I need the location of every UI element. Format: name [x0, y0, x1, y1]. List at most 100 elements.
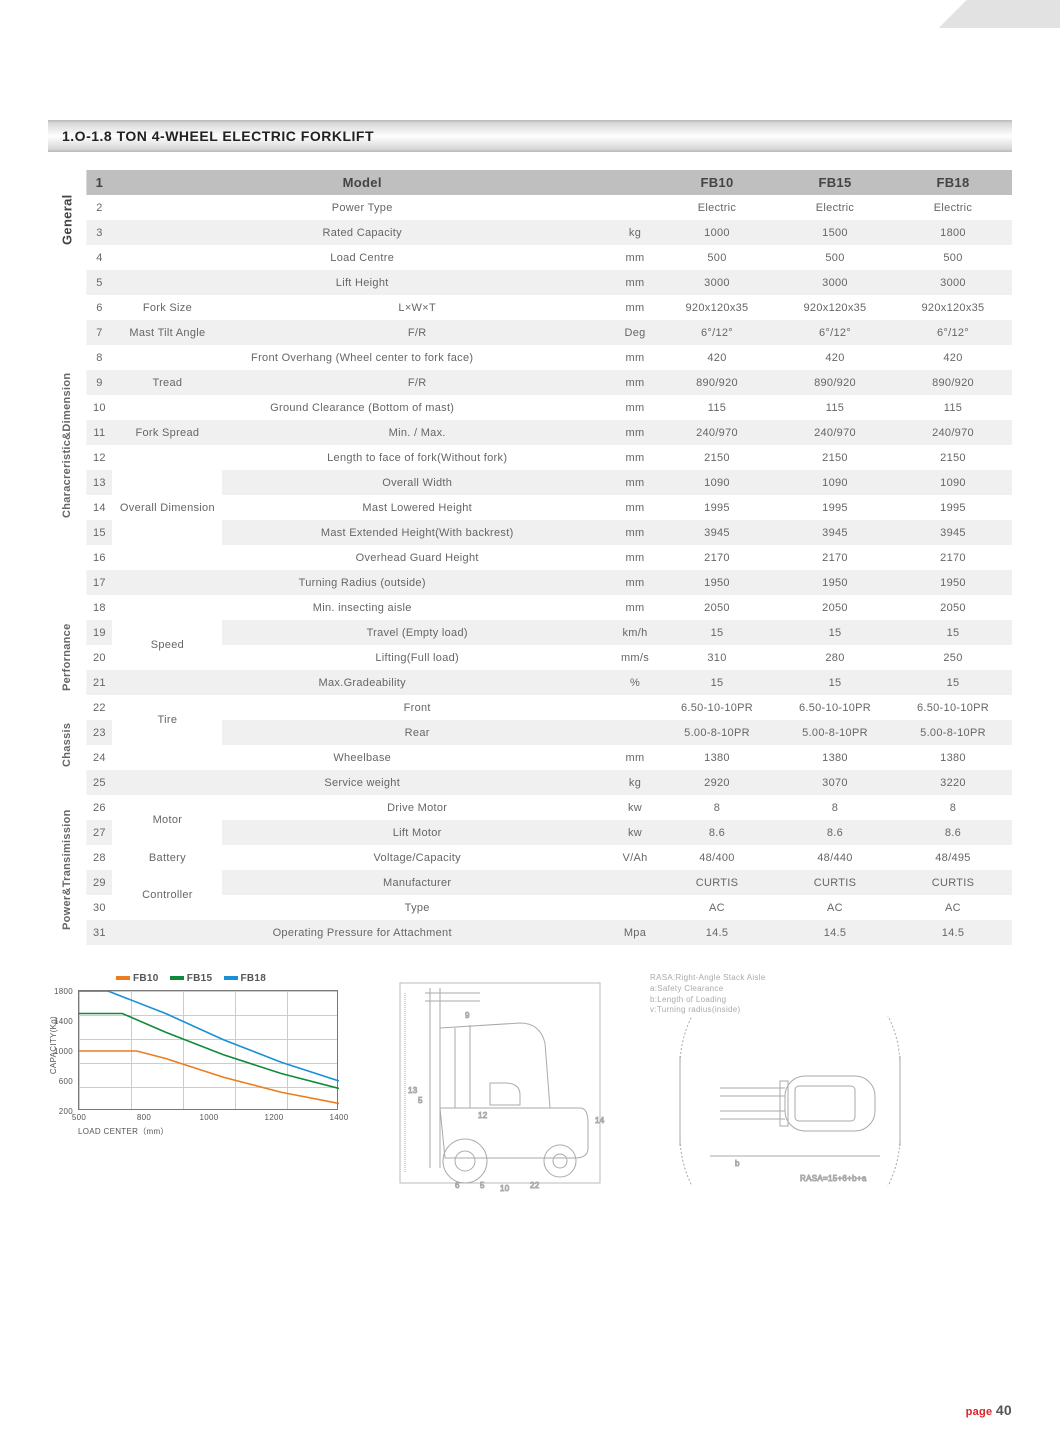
- svg-text:9: 9: [465, 1011, 470, 1020]
- svg-text:10: 10: [500, 1184, 510, 1193]
- val: 5.00-8-10PR: [776, 720, 894, 745]
- unit: mm: [612, 470, 658, 495]
- row-num: 31: [86, 920, 112, 945]
- row-num: 24: [86, 745, 112, 770]
- legend-label: FB18: [241, 973, 267, 984]
- section-perf: Perfornance: [48, 620, 86, 695]
- val: 1950: [776, 570, 894, 595]
- header-row: General 1 Model FB10 FB15 FB18: [48, 170, 1012, 195]
- val: CURTIS: [776, 870, 894, 895]
- unit: kg: [612, 770, 658, 795]
- val: 2170: [776, 545, 894, 570]
- row-num: 26: [86, 795, 112, 820]
- val: 3945: [894, 520, 1012, 545]
- val: 1995: [894, 495, 1012, 520]
- row-num: 8: [86, 345, 112, 370]
- val: 240/970: [776, 420, 894, 445]
- svg-text:5: 5: [480, 1181, 485, 1190]
- val: AC: [894, 895, 1012, 920]
- val: 1000: [658, 220, 776, 245]
- row-num: 28: [86, 845, 112, 870]
- note-line: RASA:Right-Angle Stack Aisle: [650, 973, 920, 984]
- row-num: 30: [86, 895, 112, 920]
- row-num: 25: [86, 770, 112, 795]
- chart-svg: [79, 991, 339, 1111]
- unit: [612, 895, 658, 920]
- svg-text:22: 22: [530, 1181, 540, 1190]
- row-num: 19: [86, 620, 112, 645]
- legend-label: FB15: [187, 973, 213, 984]
- unit: kw: [612, 795, 658, 820]
- spec-label: F/R: [222, 320, 612, 345]
- spec-label: Front: [222, 695, 612, 720]
- spec-label: Lift Motor: [222, 820, 612, 845]
- row-num: 23: [86, 720, 112, 745]
- val: 15: [776, 620, 894, 645]
- val: 310: [658, 645, 776, 670]
- spec-label: Voltage/Capacity: [222, 845, 612, 870]
- val: 2150: [776, 445, 894, 470]
- val: CURTIS: [894, 870, 1012, 895]
- spec-label: Load Centre: [112, 245, 612, 270]
- sublabel-overall-dimension: Overall Dimension: [112, 445, 222, 570]
- spec-label: F/R: [222, 370, 612, 395]
- col-unit: [612, 170, 658, 195]
- spec-label: Min. / Max.: [222, 420, 612, 445]
- val: 5.00-8-10PR: [658, 720, 776, 745]
- spec-label: Lift Height: [112, 270, 612, 295]
- spec-label: Max.Gradeability: [112, 670, 612, 695]
- row-num: 6: [86, 295, 112, 320]
- sublabel-speed: Speed: [112, 620, 222, 670]
- val: 500: [776, 245, 894, 270]
- page-label: page: [966, 1406, 993, 1418]
- unit: Deg: [612, 320, 658, 345]
- forklift-diagrams: 13 5 12 14 6 5 22 10 9 RASA:Right-Angle …: [370, 973, 1012, 1193]
- sublabel: Fork Spread: [112, 420, 222, 445]
- val: 1090: [658, 470, 776, 495]
- row-num: 10: [86, 395, 112, 420]
- spec-label: Drive Motor: [222, 795, 612, 820]
- val: 3945: [658, 520, 776, 545]
- svg-text:b: b: [735, 1159, 740, 1168]
- unit: mm: [612, 420, 658, 445]
- val: 3000: [776, 270, 894, 295]
- unit: [612, 695, 658, 720]
- unit: mm: [612, 520, 658, 545]
- val: 1500: [776, 220, 894, 245]
- unit: mm: [612, 345, 658, 370]
- spec-label: Travel (Empty load): [222, 620, 612, 645]
- val: 8.6: [894, 820, 1012, 845]
- svg-text:14: 14: [595, 1116, 605, 1125]
- page: 1.O-1.8 TON 4-WHEEL ELECTRIC FORKLIFT Ge…: [0, 0, 1060, 1438]
- spec-label: Lifting(Full load): [222, 645, 612, 670]
- unit: mm: [612, 595, 658, 620]
- sublabel-motor: Motor: [112, 795, 222, 845]
- spec-label: Min. insecting aisle: [112, 595, 612, 620]
- val: Electric: [894, 195, 1012, 220]
- spec-label: Length to face of fork(Without fork): [222, 445, 612, 470]
- legend-swatch-fb10: [116, 976, 130, 980]
- val: 3220: [894, 770, 1012, 795]
- val: 3070: [776, 770, 894, 795]
- val: 2920: [658, 770, 776, 795]
- unit: V/Ah: [612, 845, 658, 870]
- page-title: 1.O-1.8 TON 4-WHEEL ELECTRIC FORKLIFT: [48, 120, 1012, 152]
- legend-swatch-fb15: [170, 976, 184, 980]
- col-m3: FB18: [894, 170, 1012, 195]
- spec-label: Rear: [222, 720, 612, 745]
- diagram-notes: RASA:Right-Angle Stack Aisle a:Safety Cl…: [650, 973, 920, 1016]
- val: 890/920: [658, 370, 776, 395]
- unit: [612, 870, 658, 895]
- row-num: 27: [86, 820, 112, 845]
- col-m1: FB10: [658, 170, 776, 195]
- svg-text:6: 6: [455, 1181, 460, 1190]
- val: 8: [658, 795, 776, 820]
- val: 420: [658, 345, 776, 370]
- top-accent-decor: [910, 0, 1060, 28]
- val: 115: [894, 395, 1012, 420]
- spec-label: Wheelbase: [112, 745, 612, 770]
- val: 240/970: [658, 420, 776, 445]
- val: 2170: [658, 545, 776, 570]
- capacity-chart-block: FB10 FB15 FB18 CAPACITY(Kg) 180014001000…: [48, 973, 358, 1137]
- spec-label: Manufacturer: [222, 870, 612, 895]
